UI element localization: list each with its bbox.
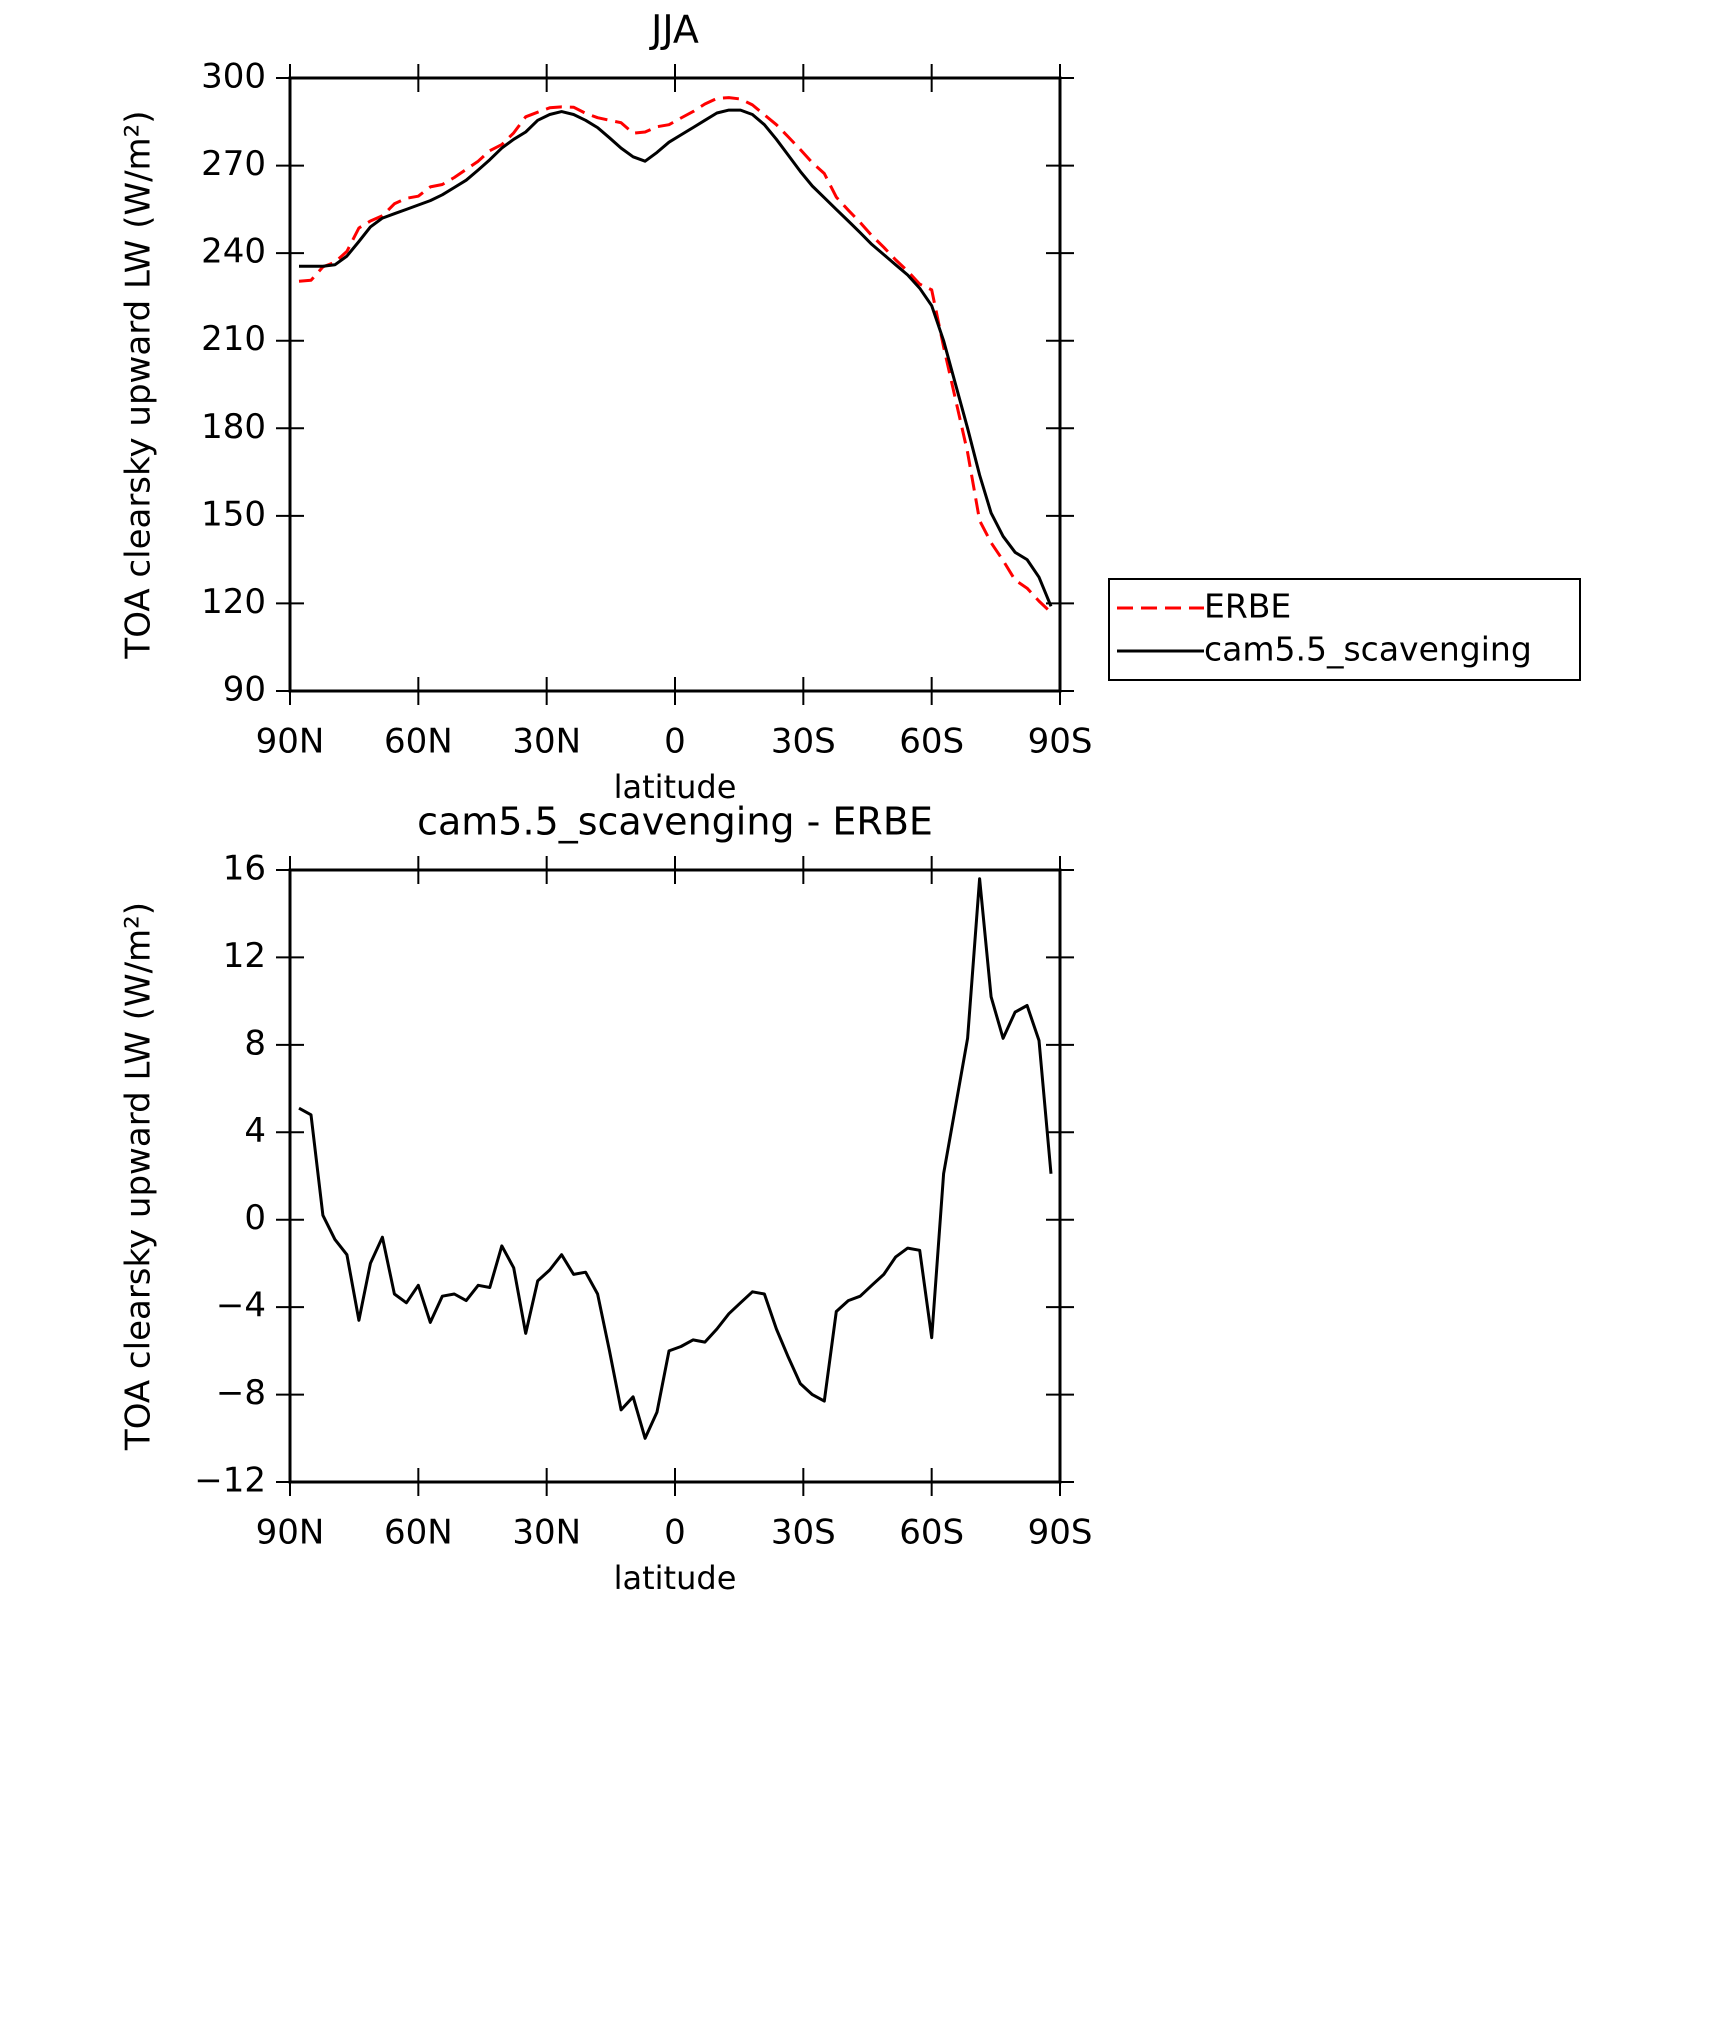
y-tick-label: −12 [194,1461,266,1501]
y-tick-label: 8 [244,1023,266,1063]
data-line [298,96,1053,614]
legend-box [1108,578,1581,681]
y-tick-label: −4 [216,1286,266,1326]
y-tick-label: 90 [223,670,266,710]
x-axis-label: latitude [614,1559,737,1597]
y-axis-label: TOA clearsky upward LW (W/m²) [119,902,159,1451]
x-axis-label: latitude [614,768,737,806]
x-tick-label: 90N [256,722,325,762]
x-tick-label: 30S [771,1513,836,1553]
x-tick-label: 30N [512,722,581,762]
y-tick-label: 300 [201,57,266,97]
y-tick-label: 0 [244,1198,266,1238]
chart-title: cam5.5_scavenging - ERBE [417,800,933,844]
x-tick-label: 90S [1028,722,1093,762]
legend-label: cam5.5_scavenging [1204,630,1532,669]
y-tick-label: 120 [201,582,266,622]
data-line [299,108,1053,607]
x-tick-label: 60S [899,722,964,762]
y-tick-label: 12 [223,936,266,976]
legend-label: ERBE [1204,587,1291,626]
y-tick-label: 4 [244,1111,266,1151]
chart-title: JJA [649,8,699,52]
x-tick-label: 60N [384,1513,453,1553]
y-tick-label: 270 [201,144,266,184]
x-tick-label: 60S [899,1513,964,1553]
x-tick-label: 60N [384,722,453,762]
x-tick-label: 0 [664,722,686,762]
x-tick-label: 90S [1028,1513,1093,1553]
y-tick-label: 16 [223,849,266,889]
y-tick-label: 210 [201,319,266,359]
y-tick-label: 150 [201,494,266,534]
y-tick-label: 180 [201,407,266,447]
x-tick-label: 0 [664,1513,686,1553]
data-line [298,877,1053,1440]
y-axis-label: TOA clearsky upward LW (W/m²) [119,110,159,659]
y-tick-label: 240 [201,232,266,272]
y-tick-label: −8 [216,1373,266,1413]
x-tick-label: 30S [771,722,836,762]
x-tick-label: 90N [256,1513,325,1553]
plot-frame [288,76,1062,693]
x-tick-label: 30N [512,1513,581,1553]
